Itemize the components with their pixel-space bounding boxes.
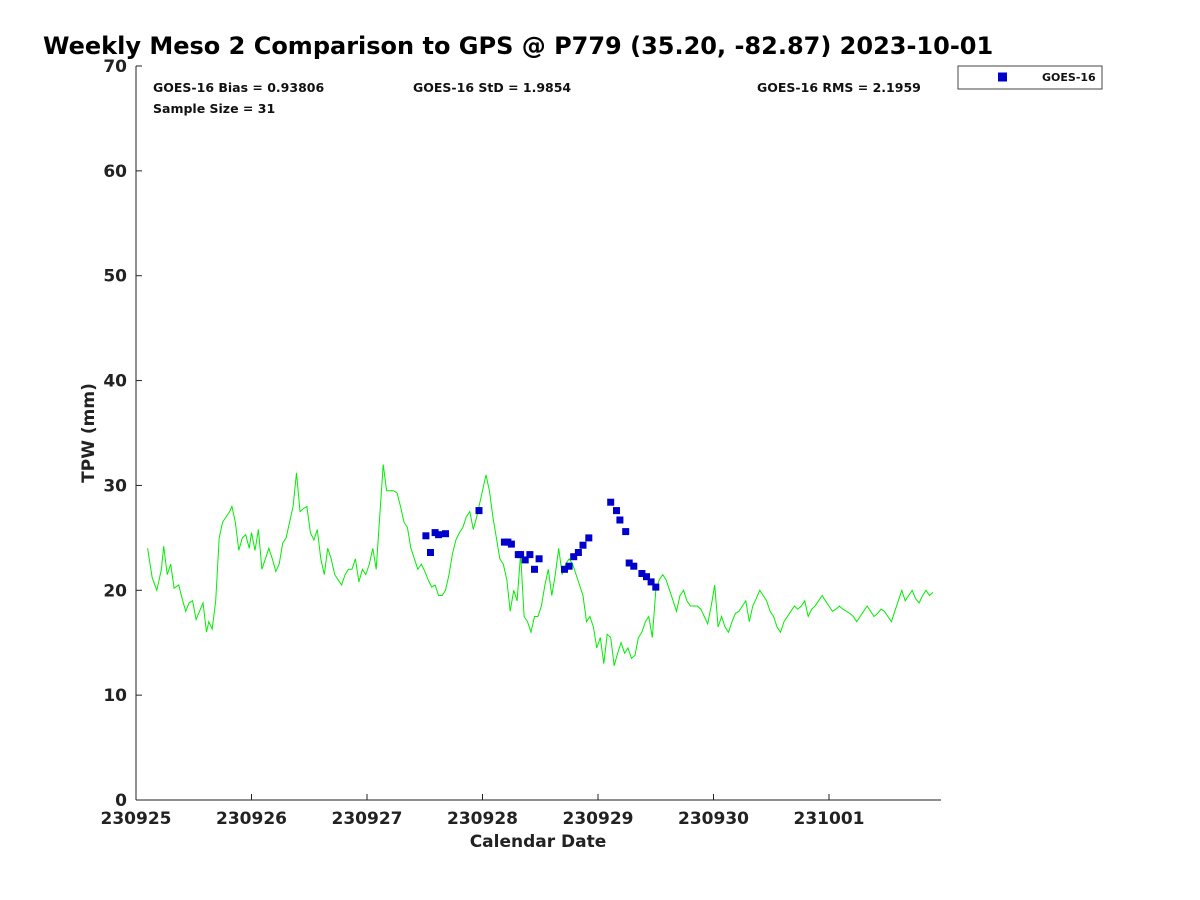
goes-point bbox=[625, 559, 633, 567]
x-tick-label: 230926 bbox=[216, 809, 287, 829]
gps-series-line bbox=[147, 464, 934, 666]
plot-area: 0 10 20 30 40 50 60 70 230925 230926 230927 230928… bbox=[101, 57, 941, 829]
goes-point bbox=[652, 583, 660, 591]
y-tick-label: 40 bbox=[103, 372, 127, 392]
legend: GOES-16 bbox=[957, 65, 1103, 90]
y-tick-label: 20 bbox=[103, 581, 127, 601]
sample-size-stat: Sample Size = 31 bbox=[153, 101, 275, 116]
goes-point bbox=[647, 578, 655, 586]
goes-point bbox=[622, 528, 630, 536]
legend-label: GOES-16 bbox=[1042, 71, 1096, 84]
goes-point bbox=[585, 534, 593, 542]
y-tick-label: 30 bbox=[103, 476, 127, 496]
y-tick-label: 0 bbox=[115, 791, 127, 811]
rms-stat: GOES-16 RMS = 2.1959 bbox=[757, 80, 921, 95]
x-ticks: 230925 230926 230927 230928 230929 230930 2310… bbox=[101, 794, 865, 829]
goes-point bbox=[616, 516, 624, 524]
goes-point bbox=[531, 565, 538, 573]
goes-point bbox=[643, 573, 650, 581]
goes-point bbox=[475, 507, 483, 515]
goes-point bbox=[630, 562, 638, 570]
std-stat: GOES-16 StD = 1.9854 bbox=[413, 80, 571, 95]
goes-point bbox=[422, 532, 430, 540]
goes-point bbox=[521, 556, 529, 564]
goes-series-points bbox=[422, 498, 660, 591]
goes-point bbox=[579, 541, 587, 549]
goes-point bbox=[435, 531, 443, 539]
x-tick-label: 230925 bbox=[101, 809, 172, 829]
x-tick-label: 230930 bbox=[678, 809, 749, 829]
goes-point bbox=[613, 507, 620, 515]
bias-stat: GOES-16 Bias = 0.93806 bbox=[153, 80, 324, 95]
goes-point bbox=[535, 555, 543, 563]
x-tick-label: 230929 bbox=[563, 809, 634, 829]
y-tick-label: 50 bbox=[103, 267, 127, 287]
goes-point bbox=[442, 530, 449, 538]
goes-point bbox=[565, 562, 573, 570]
x-axis-label: Calendar Date bbox=[470, 832, 607, 852]
goes-point bbox=[561, 565, 568, 573]
x-tick-label: 231001 bbox=[794, 809, 865, 829]
y-tick-label: 10 bbox=[103, 686, 127, 706]
goes-point bbox=[607, 498, 615, 506]
goes-point bbox=[574, 549, 582, 556]
goes-point bbox=[526, 551, 534, 559]
y-tick-label: 60 bbox=[103, 162, 127, 182]
y-axis-label: TPW (mm) bbox=[79, 383, 99, 483]
legend-marker bbox=[998, 72, 1007, 82]
goes-point bbox=[427, 549, 434, 556]
goes-point bbox=[507, 540, 515, 548]
chart-title: Weekly Meso 2 Comparison to GPS @ P779 (… bbox=[43, 32, 993, 60]
x-tick-label: 230927 bbox=[332, 809, 403, 829]
x-tick-label: 230928 bbox=[447, 809, 518, 829]
y-tick-label: 70 bbox=[103, 57, 127, 77]
goes-point bbox=[517, 551, 525, 559]
goes-point bbox=[570, 553, 578, 561]
y-ticks: 0 10 20 30 40 50 60 70 bbox=[103, 57, 142, 811]
legend-box bbox=[957, 65, 1103, 90]
goes-point bbox=[638, 570, 646, 577]
